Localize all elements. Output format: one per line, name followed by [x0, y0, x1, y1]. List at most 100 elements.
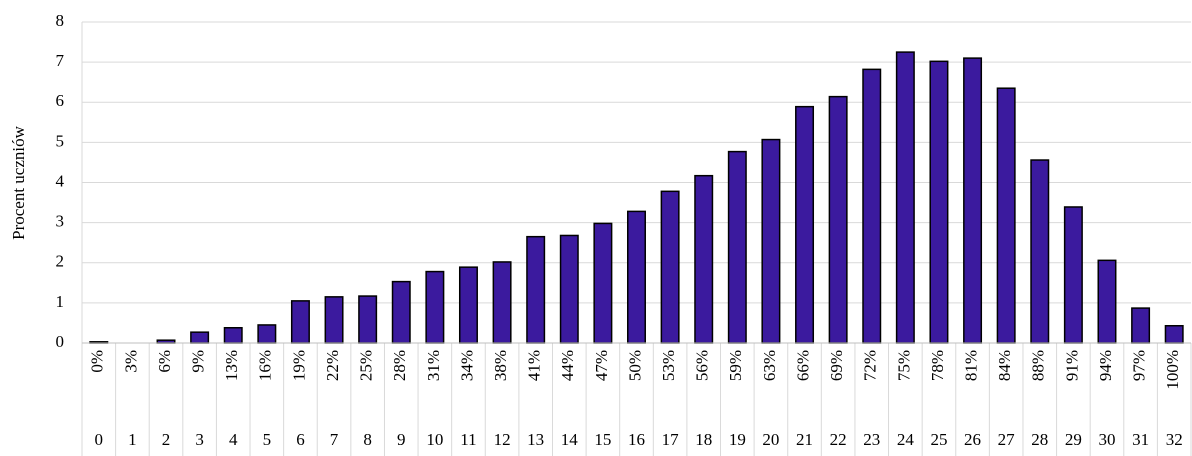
bar	[1063, 206, 1083, 344]
y-tick-label: 6	[56, 91, 65, 110]
bar	[795, 105, 815, 344]
percent-label: 91%	[1062, 350, 1081, 381]
percent-label: 81%	[961, 350, 980, 381]
x-tick-label: 7	[330, 430, 339, 449]
bar	[391, 280, 411, 344]
bar	[257, 324, 277, 344]
bar	[929, 60, 949, 344]
x-tick-label: 15	[594, 430, 611, 449]
y-tick-label: 8	[56, 11, 65, 30]
percent-label: 28%	[390, 350, 409, 381]
percent-label: 3%	[121, 350, 140, 373]
x-tick-label: 10	[426, 430, 443, 449]
y-tick-label: 3	[56, 212, 65, 231]
bar	[828, 95, 848, 344]
percent-label: 66%	[793, 350, 812, 381]
x-tick-label: 26	[964, 430, 981, 449]
x-tick-label: 23	[863, 430, 880, 449]
percent-label: 47%	[592, 350, 611, 381]
percent-label: 13%	[222, 350, 241, 381]
percent-label: 34%	[457, 350, 476, 381]
x-tick-label: 3	[195, 430, 204, 449]
percent-label: 94%	[1096, 350, 1115, 381]
bar	[1164, 324, 1184, 344]
x-tick-label: 21	[796, 430, 813, 449]
percent-label: 25%	[357, 350, 376, 381]
bar	[660, 190, 680, 344]
x-tick-label: 0	[95, 430, 104, 449]
bar	[190, 331, 210, 344]
percent-label: 97%	[1129, 350, 1148, 381]
x-tick-label: 25	[930, 430, 947, 449]
x-tick-label: 27	[998, 430, 1016, 449]
x-tick-label: 29	[1065, 430, 1082, 449]
x-tick-label: 24	[897, 430, 915, 449]
x-tick-label: 22	[830, 430, 847, 449]
bar	[1131, 307, 1151, 344]
percent-label: 56%	[693, 350, 712, 381]
x-tick-label: 2	[162, 430, 171, 449]
percent-label: 9%	[189, 350, 208, 373]
y-tick-label: 1	[56, 292, 65, 311]
bar	[526, 235, 546, 344]
y-tick-label: 4	[56, 171, 65, 190]
percent-label: 100%	[1163, 350, 1182, 390]
x-tick-label: 6	[296, 430, 305, 449]
percent-label: 78%	[928, 350, 947, 381]
percent-label: 38%	[491, 350, 510, 381]
bar	[996, 87, 1016, 344]
percent-label: 16%	[256, 350, 275, 381]
bar	[324, 296, 344, 344]
x-tick-label: 18	[695, 430, 712, 449]
percent-label: 6%	[155, 350, 174, 373]
percent-label: 41%	[525, 350, 544, 381]
bar	[458, 266, 478, 344]
bar	[862, 68, 882, 344]
percent-label: 75%	[894, 350, 913, 381]
y-tick-label: 0	[56, 332, 65, 351]
bar	[593, 222, 613, 344]
percent-label: 19%	[289, 350, 308, 381]
percent-label: 0%	[88, 350, 107, 373]
bar	[1097, 259, 1117, 344]
bar	[694, 174, 714, 344]
y-tick-label: 7	[56, 51, 65, 70]
x-tick-label: 20	[762, 430, 779, 449]
x-tick-label: 11	[460, 430, 476, 449]
percent-label: 44%	[558, 350, 577, 381]
x-tick-label: 32	[1166, 430, 1183, 449]
bar	[559, 234, 579, 344]
x-tick-label: 16	[628, 430, 645, 449]
y-tick-label: 2	[56, 252, 65, 271]
percent-label: 22%	[323, 350, 342, 381]
y-axis-label: Procent uczniów	[9, 125, 28, 239]
x-tick-label: 28	[1031, 430, 1048, 449]
x-tick-label: 17	[662, 430, 680, 449]
x-tick-label: 1	[128, 430, 137, 449]
percent-label: 88%	[1029, 350, 1048, 381]
x-tick-label: 19	[729, 430, 746, 449]
y-tick-label: 5	[56, 131, 65, 150]
x-tick-label: 4	[229, 430, 238, 449]
percent-label: 50%	[625, 350, 644, 381]
percent-label: 53%	[659, 350, 678, 381]
percent-label: 31%	[424, 350, 443, 381]
bar	[1030, 159, 1050, 344]
x-tick-label: 30	[1098, 430, 1115, 449]
percent-label: 63%	[760, 350, 779, 381]
x-tick-label: 14	[561, 430, 579, 449]
bar	[963, 57, 983, 344]
bar	[895, 51, 915, 344]
x-tick-label: 8	[363, 430, 372, 449]
x-tick-label: 5	[263, 430, 272, 449]
x-tick-label: 9	[397, 430, 406, 449]
percent-label: 59%	[726, 350, 745, 381]
percent-label: 84%	[995, 350, 1014, 381]
bar	[358, 295, 378, 344]
bar	[727, 150, 747, 344]
percent-label: 69%	[827, 350, 846, 381]
bar	[425, 270, 445, 344]
bar	[627, 210, 646, 344]
bar	[290, 300, 310, 344]
